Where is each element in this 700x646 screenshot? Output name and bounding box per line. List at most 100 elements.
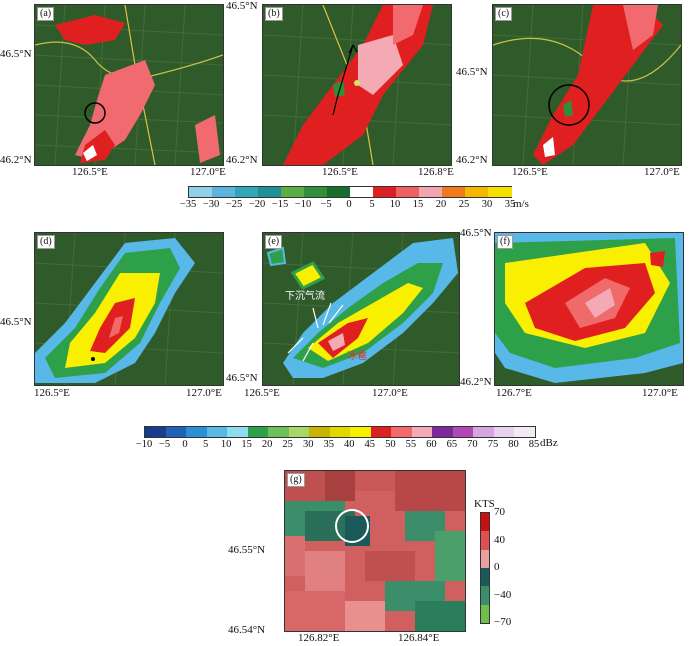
colorbar-tick-label: 10 bbox=[220, 439, 232, 450]
colorbar-tick-label: 0 bbox=[346, 199, 352, 210]
colorbar-tick-label: 30 bbox=[481, 199, 493, 210]
y-tick: 46.5°N bbox=[0, 316, 32, 328]
y-tick: 46.5°N bbox=[460, 227, 492, 239]
x-tick: 126.84°E bbox=[398, 632, 440, 644]
x-tick: 126.5°E bbox=[512, 166, 548, 178]
colorbar-tick-label: 20 bbox=[435, 199, 447, 210]
colorbar-tick-label: 25 bbox=[458, 199, 470, 210]
kts-title: KTS bbox=[474, 498, 495, 510]
colorbar-segment bbox=[227, 427, 249, 437]
colorbar-tick-label: 60 bbox=[426, 439, 437, 450]
colorbar-tick-label: −5 bbox=[320, 199, 332, 210]
y-tick: 46.5°N bbox=[0, 48, 32, 60]
x-tick: 126.5°E bbox=[72, 166, 108, 178]
colorbar-tick-label: 10 bbox=[389, 199, 401, 210]
colorbar-tick-label: 5 bbox=[202, 439, 209, 450]
colorbar-segment bbox=[309, 427, 331, 437]
velocity-colorbar bbox=[188, 186, 512, 198]
colorbar-tick-label: −30 bbox=[202, 199, 220, 210]
colorbar-tick-label: 45 bbox=[364, 439, 376, 450]
colorbar-segment bbox=[514, 427, 536, 437]
panel-c: (c) bbox=[492, 4, 682, 166]
colorbar-tick-label: 15 bbox=[241, 439, 252, 450]
colorbar-tick-label: 0 bbox=[182, 439, 188, 450]
colorbar-segment bbox=[206, 427, 228, 437]
colorbar-segment bbox=[212, 187, 236, 197]
y-tick: 46.55°N bbox=[228, 544, 266, 556]
panel-g: (g) bbox=[284, 470, 466, 632]
y-tick: 46.5°N bbox=[226, 0, 258, 12]
colorbar-segment bbox=[473, 427, 495, 437]
panel-label: (g) bbox=[287, 473, 305, 487]
colorbar-tick-label: 35 bbox=[323, 439, 334, 450]
colorbar-segment bbox=[304, 187, 328, 197]
colorbar-segment bbox=[268, 427, 290, 437]
colorbar-tick-label: 25 bbox=[282, 439, 293, 450]
panel-label: (d) bbox=[37, 235, 55, 249]
reflectivity-colorbar bbox=[144, 426, 536, 438]
colorbar-segment bbox=[247, 427, 269, 437]
x-tick: 127.0°E bbox=[190, 166, 226, 178]
colorbar-segment bbox=[288, 427, 310, 437]
downdraft-annotation: 下沉气流 bbox=[285, 291, 325, 302]
panel-e: (e) 下沉气流 冰雹 bbox=[262, 232, 460, 386]
kts-colorbar bbox=[480, 512, 490, 624]
colorbar-segment bbox=[481, 549, 489, 569]
colorbar-tick-label: −25 bbox=[225, 199, 243, 210]
colorbar-tick-label: 35 bbox=[504, 199, 516, 210]
colorbar-tick-label: 65 bbox=[446, 439, 458, 450]
colorbar-tick-label: 50 bbox=[385, 439, 396, 450]
colorbar-segment bbox=[281, 187, 305, 197]
colorbar-segment bbox=[481, 531, 489, 551]
panel-b: (b) bbox=[262, 4, 452, 166]
x-tick: 126.5°E bbox=[34, 387, 70, 399]
reflectivity-unit: dBz bbox=[540, 437, 558, 449]
y-tick: 46.2°N bbox=[0, 154, 32, 166]
colorbar-tick-label: 30 bbox=[302, 439, 314, 450]
colorbar-segment bbox=[493, 427, 515, 437]
colorbar-tick-label: −5 bbox=[158, 439, 171, 450]
colorbar-segment bbox=[189, 187, 213, 197]
colorbar-segment bbox=[481, 513, 489, 532]
colorbar-segment bbox=[327, 187, 351, 197]
colorbar-tick-label: 80 bbox=[508, 439, 519, 450]
y-tick: 46.54°N bbox=[228, 624, 266, 636]
colorbar-tick-label: 0 bbox=[494, 561, 500, 573]
colorbar-tick-label: 5 bbox=[369, 199, 375, 210]
x-tick: 127.0°E bbox=[372, 387, 408, 399]
colorbar-tick-label: 75 bbox=[487, 439, 499, 450]
colorbar-tick-label: −10 bbox=[135, 439, 153, 450]
colorbar-segment bbox=[465, 187, 489, 197]
x-tick: 126.82°E bbox=[298, 632, 340, 644]
y-tick: 46.2°N bbox=[460, 376, 492, 388]
colorbar-tick-label: 15 bbox=[412, 199, 424, 210]
colorbar-segment bbox=[373, 187, 397, 197]
colorbar-segment bbox=[481, 604, 489, 624]
colorbar-tick-label: −20 bbox=[248, 199, 266, 210]
panel-a: (a) bbox=[34, 4, 224, 166]
colorbar-tick-label: 40 bbox=[344, 439, 355, 450]
colorbar-tick-label: 70 bbox=[467, 439, 478, 450]
colorbar-tick-label: 20 bbox=[261, 439, 273, 450]
x-tick: 126.5°E bbox=[244, 387, 280, 399]
colorbar-segment bbox=[419, 187, 443, 197]
hail-annotation: 冰雹 bbox=[347, 351, 367, 362]
y-tick: 46.5°N bbox=[456, 66, 488, 78]
colorbar-tick-label: −40 bbox=[494, 588, 512, 601]
panel-label: (f) bbox=[497, 235, 513, 249]
colorbar-segment bbox=[186, 427, 208, 437]
colorbar-segment bbox=[165, 427, 187, 437]
colorbar-segment bbox=[396, 187, 420, 197]
x-tick: 126.5°E bbox=[322, 166, 358, 178]
colorbar-segment bbox=[145, 427, 167, 437]
colorbar-segment bbox=[391, 427, 413, 437]
colorbar-segment bbox=[370, 427, 392, 437]
colorbar-segment bbox=[411, 427, 433, 437]
panel-d: (d) bbox=[34, 232, 224, 386]
x-tick: 126.7°E bbox=[496, 387, 532, 399]
y-tick: 46.2°N bbox=[226, 154, 258, 166]
colorbar-segment bbox=[481, 586, 489, 606]
panel-f: (f) bbox=[494, 232, 684, 386]
x-tick: 126.8°E bbox=[418, 166, 454, 178]
colorbar-segment bbox=[488, 187, 512, 197]
